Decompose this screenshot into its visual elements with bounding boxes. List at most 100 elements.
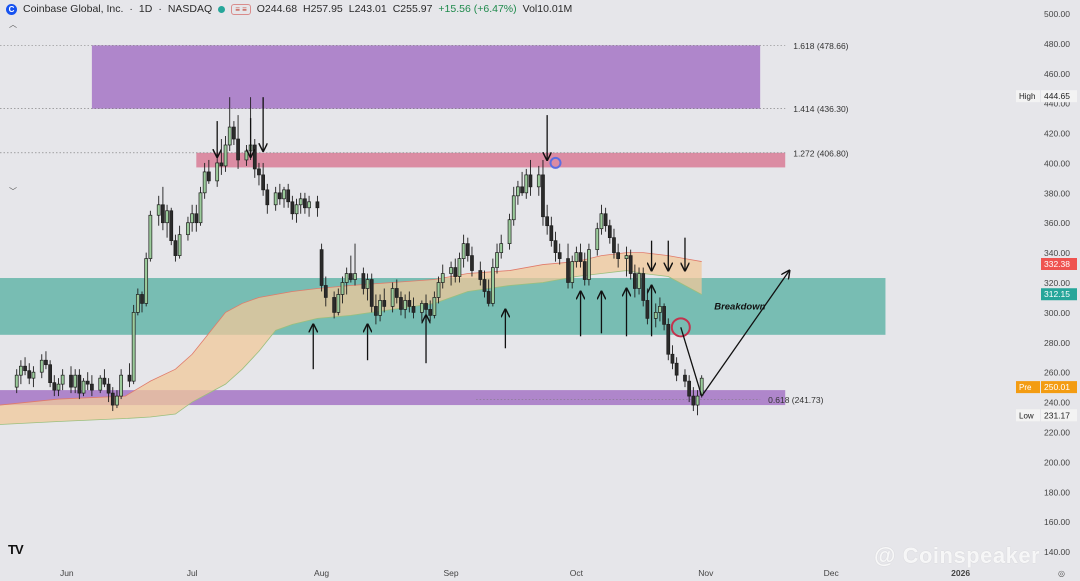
candle-body-up xyxy=(457,258,462,277)
candle xyxy=(399,291,403,316)
candle xyxy=(365,273,370,301)
candle xyxy=(407,291,412,313)
candle-body-up xyxy=(298,198,303,206)
candle xyxy=(662,303,666,331)
candle xyxy=(603,207,608,232)
candle xyxy=(340,276,345,304)
candle xyxy=(332,291,336,319)
pink-zone xyxy=(196,152,786,168)
candle xyxy=(403,294,407,319)
candle-body-down xyxy=(140,294,144,304)
candle xyxy=(536,165,541,196)
candle-body-down xyxy=(424,303,428,310)
price-tick-label: 420.00 xyxy=(1044,129,1070,139)
candle xyxy=(424,294,428,316)
candle xyxy=(524,168,529,199)
candle-body-down xyxy=(582,261,587,280)
tradingview-logo[interactable]: TV xyxy=(8,542,24,557)
price-tag-value-bg xyxy=(1041,90,1077,103)
time-axis: Jun Jul Aug Sep Oct Nov Dec 2026 xyxy=(60,568,970,578)
candle-body-up xyxy=(215,162,220,182)
candle xyxy=(511,186,516,226)
candle xyxy=(645,288,650,325)
candle-body-down xyxy=(257,168,261,176)
candle-body-up xyxy=(536,174,541,188)
candle xyxy=(369,273,374,313)
candle-body-down xyxy=(102,377,107,385)
candle-body-up xyxy=(440,273,445,283)
candle xyxy=(303,192,307,214)
candle-body-down xyxy=(23,365,27,372)
candle-body-down xyxy=(332,297,336,313)
candle-body-down xyxy=(374,306,378,316)
candle-body-up xyxy=(449,267,453,274)
price-tag-label-bg xyxy=(1016,90,1040,103)
candle xyxy=(453,258,458,283)
candle xyxy=(156,195,161,226)
candle-body-up xyxy=(294,204,299,215)
candle-body-up xyxy=(198,192,203,224)
candle-body-down xyxy=(578,252,583,262)
candle-body-down xyxy=(194,213,199,224)
candle xyxy=(127,363,132,388)
candle xyxy=(119,369,123,400)
candle-body-down xyxy=(478,270,483,280)
candle-body-up xyxy=(390,288,395,307)
candle xyxy=(131,304,136,385)
candle xyxy=(595,222,600,256)
candle xyxy=(516,180,520,205)
candle-body-up xyxy=(570,261,575,283)
candle-body-up xyxy=(81,380,86,394)
price-axis: 140.00 160.00 180.00 200.00 220.00 240.00 260.… xyxy=(1044,9,1070,557)
candle xyxy=(290,195,295,220)
price-tag-value-bg xyxy=(1041,381,1077,394)
candle-body-down xyxy=(85,380,90,385)
candle xyxy=(148,210,153,262)
collapse-legend-chevron-icon[interactable]: ︿ xyxy=(9,20,17,29)
candle xyxy=(411,297,416,319)
candle-body-up xyxy=(31,371,36,379)
flag-badge[interactable]: ≡ ≡ xyxy=(231,3,251,15)
candle xyxy=(177,225,182,259)
separator: · xyxy=(129,3,133,15)
candle-body-down xyxy=(69,374,73,388)
candle-body-up xyxy=(419,303,424,313)
candle-body-up xyxy=(144,258,149,304)
price-tag-value: 332.38 xyxy=(1044,259,1070,269)
price-tag-value-bg xyxy=(1041,409,1077,422)
candle xyxy=(135,288,140,316)
candle-body-down xyxy=(44,359,48,366)
candle-body-up xyxy=(273,192,278,206)
candle-body-up xyxy=(595,228,600,250)
candle xyxy=(39,354,44,379)
purple-top-zone xyxy=(91,45,761,109)
price-tag-label-bg xyxy=(1016,409,1040,422)
price-tag: 312.15 xyxy=(1041,288,1077,301)
candle xyxy=(528,159,533,196)
candle xyxy=(482,270,487,298)
fib-level-label: 1.272 (406.80) xyxy=(793,148,848,158)
symbol-name[interactable]: Coinbase Global, Inc. xyxy=(23,3,124,15)
candle xyxy=(73,369,78,394)
candle xyxy=(457,252,462,283)
candle-body-down xyxy=(670,353,675,364)
candle xyxy=(336,288,341,316)
candle xyxy=(27,363,32,385)
candle xyxy=(666,318,671,361)
interval[interactable]: 1D xyxy=(138,3,153,15)
candle xyxy=(490,258,495,307)
candle-body-down xyxy=(641,273,646,301)
candle-body-up xyxy=(353,273,357,280)
candle-body-up xyxy=(695,395,700,406)
price-tag-value: 312.15 xyxy=(1044,289,1070,299)
price-tick-label: 280.00 xyxy=(1044,338,1070,348)
candle xyxy=(261,162,265,196)
candle xyxy=(653,303,658,328)
candle xyxy=(60,369,65,391)
candle-body-down xyxy=(520,186,524,194)
candle-body-down xyxy=(286,189,291,203)
candle-body-down xyxy=(106,383,111,394)
candle xyxy=(607,219,612,244)
expand-indicator-chevron-icon[interactable]: ﹀ xyxy=(9,187,17,196)
